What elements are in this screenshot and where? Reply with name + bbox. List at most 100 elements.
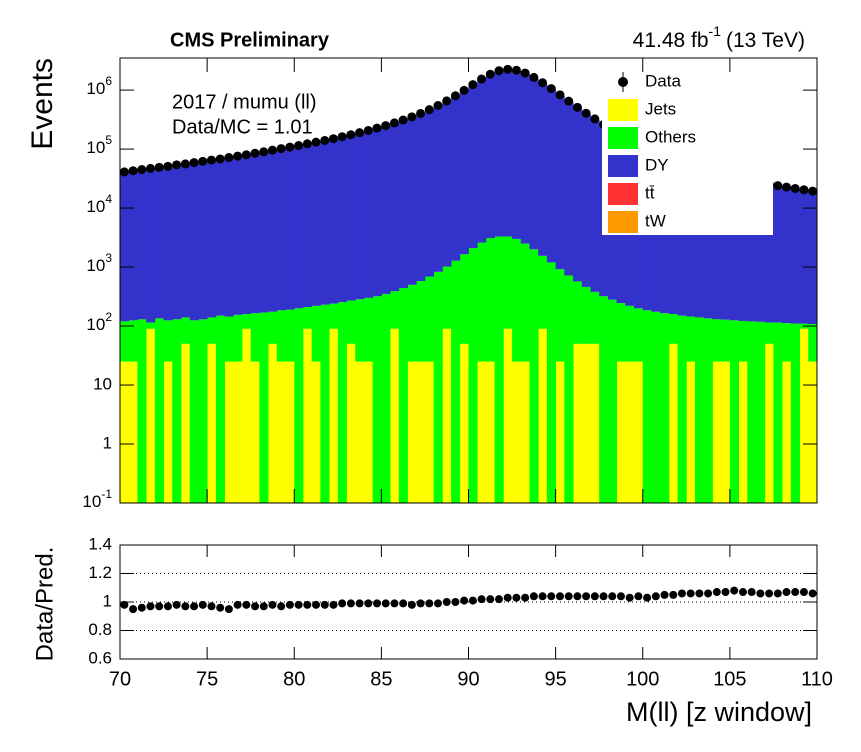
bar <box>782 361 792 503</box>
bar <box>259 312 269 503</box>
bar <box>808 324 817 362</box>
bar <box>599 296 609 503</box>
y-tick-exponent: 3 <box>105 251 112 265</box>
x-tick-label: 90 <box>457 668 479 690</box>
bar <box>302 328 313 503</box>
bar <box>433 105 443 272</box>
bar <box>180 163 191 318</box>
data-point <box>120 167 129 177</box>
ratio-point <box>573 592 582 601</box>
y-tick-label: 1 <box>103 591 112 610</box>
bar <box>451 260 461 503</box>
ratio-point <box>503 593 512 602</box>
data-point <box>503 64 513 74</box>
data-point <box>424 105 434 115</box>
ratio-points <box>120 573 817 631</box>
y-tick-label: 1 <box>103 433 112 452</box>
bar <box>503 70 513 237</box>
ratio-point <box>120 600 129 609</box>
bar <box>146 328 156 503</box>
data-point <box>355 128 365 138</box>
ratio-point <box>451 598 460 606</box>
ratio-point <box>224 605 233 614</box>
bar <box>686 316 696 362</box>
bar <box>468 84 478 249</box>
bar <box>799 328 809 503</box>
data-point <box>459 85 469 95</box>
ratio-point <box>207 602 216 611</box>
ratio-point <box>555 592 564 601</box>
bar <box>337 136 347 303</box>
ratio-point <box>329 600 338 609</box>
bar <box>215 315 225 503</box>
bar <box>398 119 408 289</box>
bar <box>477 79 487 243</box>
ratio-point <box>155 602 164 611</box>
bar <box>695 168 705 318</box>
ratio-point <box>791 588 800 597</box>
bar <box>207 317 217 344</box>
ratio-point <box>599 592 608 601</box>
bar <box>485 361 496 503</box>
data-point <box>485 69 495 79</box>
bar <box>407 116 417 285</box>
ratio-point <box>704 589 713 598</box>
bar <box>451 95 461 261</box>
ratio-point <box>129 605 138 614</box>
data-point <box>572 102 582 112</box>
ratio-point <box>442 598 451 606</box>
bar <box>756 183 766 322</box>
bar <box>520 361 530 503</box>
ratio-point <box>651 592 660 601</box>
bar <box>442 266 452 329</box>
bar <box>180 343 191 503</box>
data-point <box>294 140 304 150</box>
bar <box>668 159 678 314</box>
bar <box>355 361 365 503</box>
bar <box>154 318 164 503</box>
ratio-point <box>721 588 730 597</box>
bar <box>233 314 243 362</box>
data-point <box>389 118 399 128</box>
y-tick-base: 10 <box>86 257 105 276</box>
ratio-point <box>172 600 181 609</box>
y-tick-label: 102 <box>86 310 112 334</box>
bar <box>416 361 426 503</box>
ratio-point <box>808 589 817 598</box>
bar <box>573 343 583 503</box>
data-point <box>328 134 338 144</box>
bar <box>233 361 243 503</box>
data-point <box>529 72 539 82</box>
bar <box>302 307 313 329</box>
ratio-point <box>364 599 373 608</box>
data-point <box>520 68 530 78</box>
bar <box>390 328 400 503</box>
bar <box>729 178 739 321</box>
y-tick-exponent: 4 <box>105 192 112 206</box>
bar <box>642 310 652 503</box>
data-point <box>215 154 225 164</box>
bar <box>668 343 678 503</box>
bar <box>337 302 347 503</box>
bar <box>442 100 452 267</box>
data-point <box>285 142 295 152</box>
bar <box>163 165 173 321</box>
bar <box>241 328 252 503</box>
bar <box>616 303 626 362</box>
bar <box>764 322 774 344</box>
ratio-point <box>468 596 477 605</box>
y-tick-base: 10 <box>86 80 105 99</box>
data-point <box>538 78 548 88</box>
ratio-point <box>137 603 146 612</box>
bar <box>564 275 574 503</box>
y-tick-label: 0.6 <box>88 648 112 667</box>
bar <box>416 281 426 362</box>
bar <box>607 299 618 503</box>
data-point <box>433 101 443 111</box>
ratio-point <box>677 589 686 598</box>
ratio-point <box>529 592 538 601</box>
legend-swatch <box>608 99 638 121</box>
ratio-point <box>242 600 251 609</box>
bar <box>729 320 739 503</box>
bar <box>137 319 147 503</box>
